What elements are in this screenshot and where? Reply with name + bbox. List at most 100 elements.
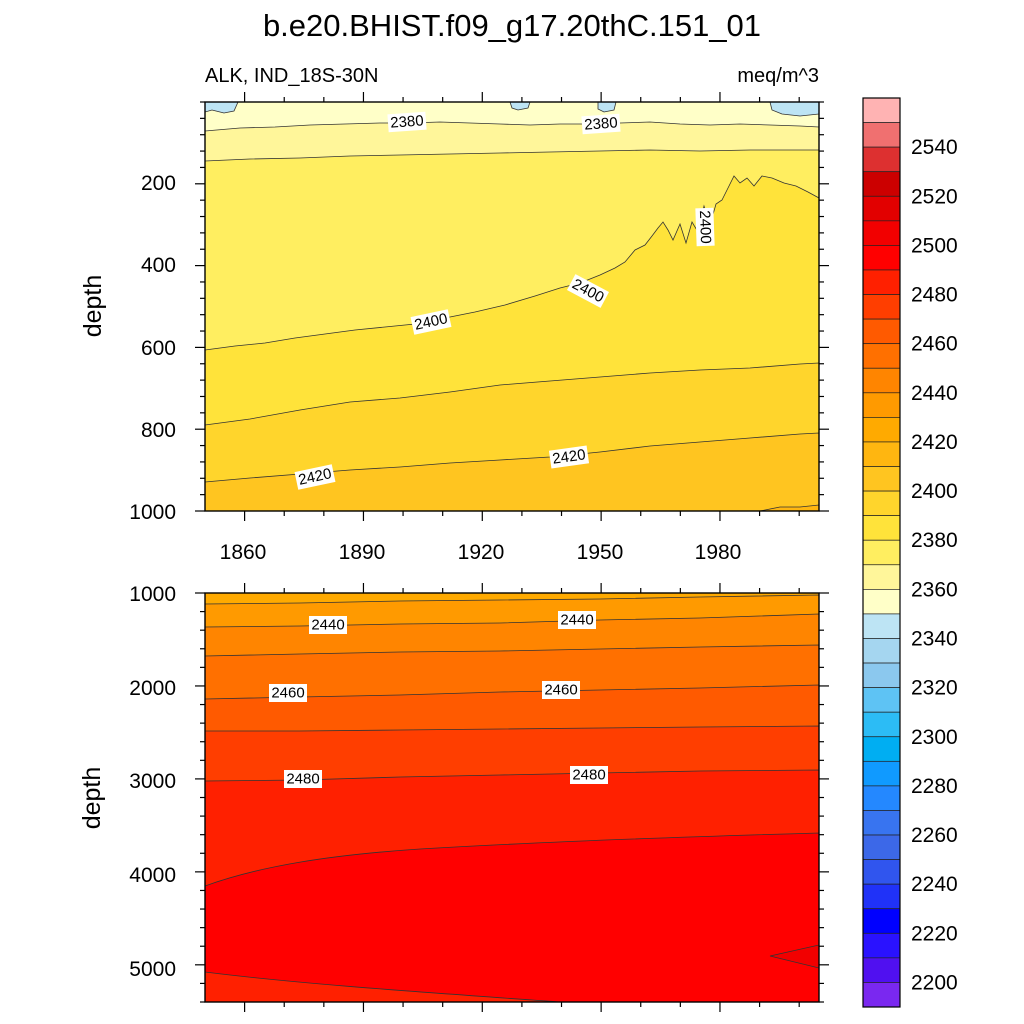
bottom-contour-label-3: 2460 xyxy=(269,684,307,702)
colorbar-tick-label: 2380 xyxy=(911,529,958,552)
top-band-2370-patch-3 xyxy=(597,102,617,113)
x-tick-label-1980: 1980 xyxy=(695,541,742,564)
colorbar-tick-label: 2420 xyxy=(911,431,958,454)
colorbar-tick-label: 2360 xyxy=(911,578,958,601)
colorbar-box xyxy=(862,760,901,787)
colorbar-box xyxy=(862,245,901,271)
colorbar-box xyxy=(862,146,901,173)
colorbar-box xyxy=(862,417,901,443)
bottom-y-tick-label-1000: 1000 xyxy=(129,583,176,606)
bottom-y-tick-label-5000: 5000 xyxy=(129,958,176,981)
bottom-contour-label-3-text: 2460 xyxy=(271,685,304,702)
colorbar-box xyxy=(862,318,901,345)
colorbar-tick-label: 2480 xyxy=(911,284,958,307)
colorbar-tick-label: 2280 xyxy=(911,775,958,798)
colorbar-tick-label: 2220 xyxy=(911,922,958,945)
colorbar-box xyxy=(862,859,901,885)
top-contour-label-6: 2420 xyxy=(294,464,336,490)
bottom-panel-ticks xyxy=(195,583,829,1012)
colorbar xyxy=(862,97,901,1008)
chart-title: b.e20.BHIST.f09_g17.20thC.151_01 xyxy=(263,8,761,43)
top-contour-label-5-text: 2400 xyxy=(696,210,714,244)
top-y-tick-label-400: 400 xyxy=(141,254,176,277)
colorbar-tick-label: 2440 xyxy=(911,382,958,405)
bottom-contour-label-6: 2480 xyxy=(570,766,608,784)
top-contour-label-5: 2400 xyxy=(695,207,715,247)
colorbar-box xyxy=(862,539,901,566)
colorbar-box xyxy=(862,638,901,664)
top-contour-label-7: 2420 xyxy=(548,445,590,469)
top-band-2370-patch-2 xyxy=(509,102,531,111)
top-band-2430 xyxy=(759,504,819,511)
units-subtitle: meq/m^3 xyxy=(737,65,819,87)
colorbar-frame xyxy=(862,97,901,1008)
top-y-axis-label: depth xyxy=(79,275,107,338)
x-tick-label-1920: 1920 xyxy=(458,541,505,564)
x-tick-label-1860: 1860 xyxy=(220,541,267,564)
colorbar-tick-label: 2200 xyxy=(911,971,958,994)
bottom-contour-label-1-text: 2440 xyxy=(311,617,344,634)
bottom-y-tick-label-4000: 4000 xyxy=(129,864,176,887)
colorbar-labels: 2540 2520 2500 2480 2460 2440 2420 2400 2380 2360… xyxy=(911,136,958,994)
top-contour-label-2-text: 2380 xyxy=(584,114,618,133)
bottom-panel-filled-contours xyxy=(205,593,819,1002)
colorbar-box xyxy=(862,834,901,860)
colorbar-box xyxy=(862,195,901,222)
colorbar-tick-label: 2240 xyxy=(911,873,958,896)
top-band-2370-patch-4 xyxy=(769,102,819,117)
colorbar-tick-label: 2400 xyxy=(911,480,958,503)
bottom-y-tick-label-2000: 2000 xyxy=(129,677,176,700)
top-y-tick-label-200: 200 xyxy=(141,172,176,195)
colorbar-tick-label: 2500 xyxy=(911,234,958,257)
bottom-band-2500 xyxy=(205,832,819,1002)
colorbar-box xyxy=(862,785,901,811)
bottom-contour-label-4: 2460 xyxy=(542,681,580,699)
top-band-2420 xyxy=(205,432,819,511)
colorbar-box xyxy=(862,687,901,713)
bottom-contour-label-5-text: 2480 xyxy=(286,771,319,788)
top-panel-frame xyxy=(204,101,820,512)
colorbar-box xyxy=(862,515,901,541)
bottom-y-axis-label: depth xyxy=(78,767,106,830)
top-contour-label-2: 2380 xyxy=(581,113,621,135)
bottom-contour-label-2: 2440 xyxy=(558,611,596,629)
bottom-contour-label-2-text: 2440 xyxy=(560,612,593,629)
colorbar-box xyxy=(862,343,901,369)
top-y-tick-label-600: 600 xyxy=(141,337,176,360)
colorbar-tick-label: 2320 xyxy=(911,677,958,700)
bottom-contour-label-5: 2480 xyxy=(284,770,322,788)
top-contour-label-1-text: 2380 xyxy=(390,112,424,131)
bottom-contour-label-4-text: 2460 xyxy=(544,682,577,699)
colorbar-tick-label: 2340 xyxy=(911,627,958,650)
colorbar-box xyxy=(862,392,901,418)
top-panel-ticks xyxy=(195,92,829,521)
colorbar-box xyxy=(862,294,901,320)
x-tick-label-1950: 1950 xyxy=(577,541,624,564)
colorbar-box xyxy=(862,97,901,123)
colorbar-tick-label: 2260 xyxy=(911,824,958,847)
colorbar-box xyxy=(862,367,901,394)
colorbar-box xyxy=(862,883,901,910)
variable-region-subtitle: ALK, IND_18S-30N xyxy=(205,65,378,87)
colorbar-box xyxy=(862,490,901,516)
top-contour-label-7-text: 2420 xyxy=(551,446,586,467)
bottom-band-2510-patch xyxy=(769,944,819,969)
colorbar-box xyxy=(862,441,901,467)
colorbar-box xyxy=(862,908,901,934)
top-contour-label-6-text: 2420 xyxy=(297,465,333,489)
top-contour-label-3-text: 2400 xyxy=(413,310,449,334)
colorbar-box xyxy=(862,466,901,492)
colorbar-box xyxy=(862,613,901,639)
top-band-2370-patch-1 xyxy=(205,102,239,114)
colorbar-box xyxy=(862,982,901,1008)
colorbar-box xyxy=(862,589,901,615)
top-y-tick-label-1000: 1000 xyxy=(129,501,176,524)
top-panel-filled-contours xyxy=(205,102,819,511)
colorbar-box xyxy=(862,122,901,148)
colorbar-box xyxy=(862,957,901,983)
top-panel: 2380 2380 2400 2400 2400 2420 2420 200 4… xyxy=(79,92,829,564)
colorbar-box xyxy=(862,810,901,836)
colorbar-tick-label: 2460 xyxy=(911,333,958,356)
bottom-contour-label-1: 2440 xyxy=(309,616,347,634)
colorbar-box xyxy=(862,662,901,688)
